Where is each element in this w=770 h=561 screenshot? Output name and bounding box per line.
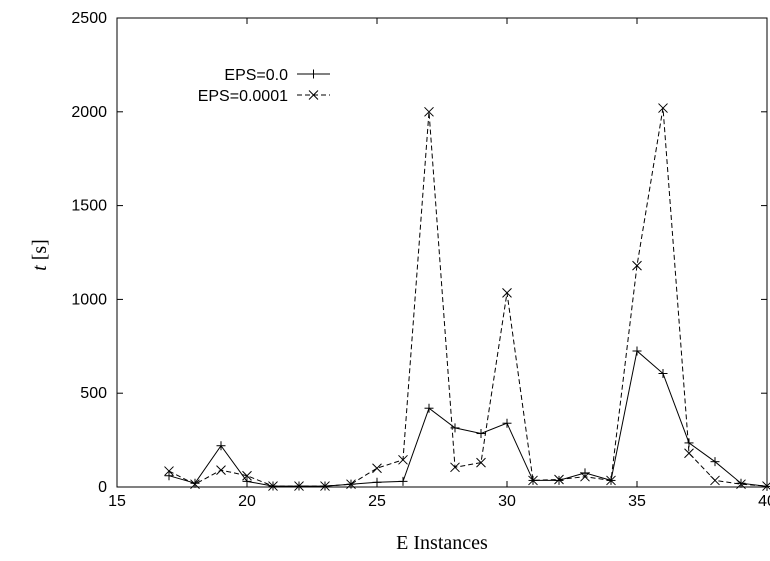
data-point <box>580 471 590 482</box>
marker-stroke <box>476 457 486 468</box>
x-tick-label: 30 <box>498 493 516 510</box>
data-point <box>632 346 642 356</box>
x-tick-label: 35 <box>628 493 646 510</box>
x-tick-label: 15 <box>108 493 126 510</box>
marker-stroke <box>762 482 770 491</box>
data-point <box>164 466 174 476</box>
plot-frame <box>116 17 768 488</box>
series-1 <box>164 346 770 491</box>
y-axis-title-variable: t <box>29 265 51 271</box>
marker-stroke <box>294 481 304 491</box>
marker-stroke <box>308 90 319 100</box>
y-tick-label: 0 <box>98 479 107 496</box>
data-point <box>528 475 538 486</box>
data-point <box>216 441 226 451</box>
data-point <box>684 448 694 459</box>
data-point <box>346 479 356 490</box>
series-2 <box>164 103 770 491</box>
marker-stroke <box>320 481 330 491</box>
marker-stroke <box>502 287 512 298</box>
data-point <box>476 457 486 468</box>
marker-stroke <box>190 479 200 490</box>
data-point <box>164 471 174 481</box>
data-point <box>658 103 668 113</box>
data-point <box>580 468 590 478</box>
legend-label: EPS=0.0 <box>224 67 288 84</box>
axes: 15 20 25 30 35 40 0 500 1000 1500 2000 2500 <box>71 10 770 510</box>
data-point <box>736 479 746 490</box>
marker-stroke <box>710 475 720 486</box>
y-tick-label: 1500 <box>71 198 107 215</box>
data-point <box>736 478 746 488</box>
data-point <box>658 369 668 379</box>
data-point <box>632 260 642 271</box>
y-axis-title-unit: [s] <box>29 239 51 260</box>
marker-stroke <box>528 475 538 486</box>
y-axis-title: t [s] <box>29 239 51 271</box>
marker-stroke <box>242 470 252 481</box>
data-point <box>242 470 252 481</box>
data-point <box>398 454 408 465</box>
legend: EPS=0.0 EPS=0.0001 <box>198 67 330 105</box>
marker-stroke <box>632 260 642 271</box>
data-point <box>294 481 304 491</box>
x-tick-label: 25 <box>368 493 386 510</box>
series-layer <box>164 103 770 491</box>
data-point <box>502 418 512 428</box>
data-point <box>398 476 408 486</box>
y-tick-label: 500 <box>80 385 107 402</box>
data-point <box>216 465 226 475</box>
marker-stroke <box>580 471 590 482</box>
data-point <box>424 403 434 413</box>
marker-stroke <box>268 481 278 491</box>
data-point <box>372 477 382 487</box>
marker-stroke <box>424 106 434 117</box>
x-axis-title: E Instances <box>396 532 488 554</box>
y-tick-label: 2000 <box>71 104 107 121</box>
marker-stroke <box>684 448 694 459</box>
data-point <box>476 429 486 439</box>
marker-stroke <box>450 462 460 473</box>
data-point <box>450 462 460 473</box>
y-tick-label: 2500 <box>71 10 107 27</box>
series-line <box>168 107 768 487</box>
data-point <box>190 479 200 490</box>
legend-label: EPS=0.0001 <box>198 88 288 105</box>
marker-stroke <box>606 475 616 486</box>
marker-stroke <box>164 466 174 476</box>
marker-stroke <box>216 465 226 475</box>
data-point <box>242 476 252 486</box>
marker-stroke <box>346 479 356 490</box>
data-point <box>606 475 616 486</box>
y-tick-label: 1000 <box>71 291 107 308</box>
data-point <box>190 478 200 488</box>
x-tick-label: 20 <box>238 493 256 510</box>
data-point <box>424 106 434 117</box>
series-line <box>168 350 768 487</box>
data-point <box>502 287 512 298</box>
data-point <box>320 481 330 491</box>
marker-stroke <box>554 474 564 485</box>
data-point <box>684 438 694 448</box>
data-point <box>710 457 720 467</box>
data-point <box>372 463 382 474</box>
data-point <box>268 481 278 491</box>
legend-marker <box>309 69 318 79</box>
data-point <box>554 475 564 485</box>
x-tick-label: 40 <box>758 493 770 510</box>
data-point <box>554 474 564 485</box>
legend-marker <box>308 90 319 100</box>
marker-stroke <box>736 479 746 490</box>
marker-stroke <box>398 454 408 465</box>
data-point <box>710 475 720 486</box>
marker-stroke <box>372 463 382 474</box>
data-point <box>762 481 770 491</box>
marker-stroke <box>658 103 668 113</box>
